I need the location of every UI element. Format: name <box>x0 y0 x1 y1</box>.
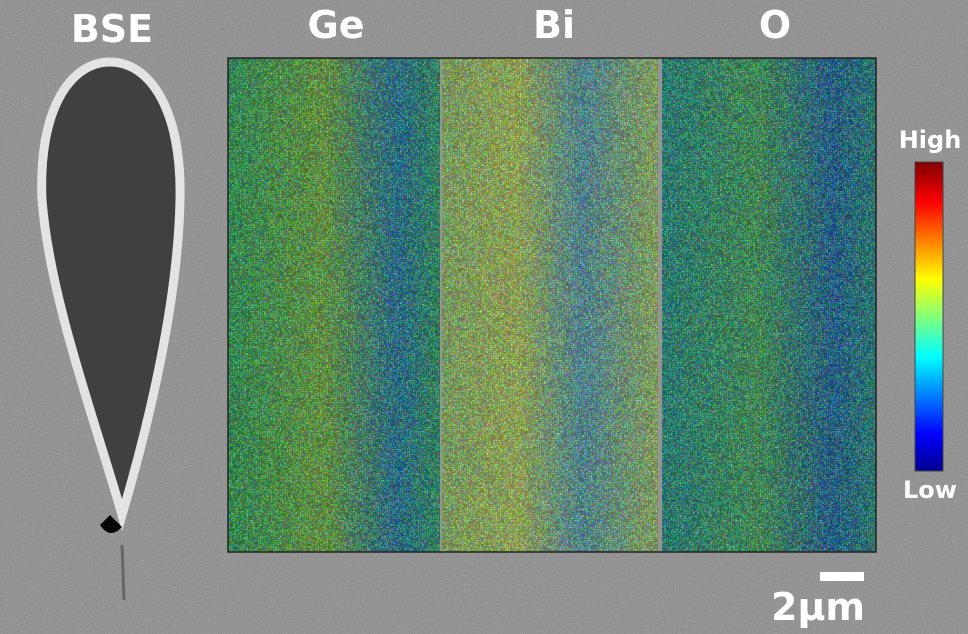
bi-map-noise <box>442 58 658 552</box>
maps-frame <box>227 57 877 553</box>
colorbar-low: Low <box>903 476 957 504</box>
ge-label: Ge <box>308 3 365 47</box>
o-map-noise <box>662 58 876 552</box>
o-label: O <box>759 3 791 47</box>
bse-particle <box>37 57 185 532</box>
scale-bar-label: 2μm <box>771 585 865 629</box>
bse-pore <box>100 515 122 534</box>
o-map <box>662 58 876 552</box>
colorbar <box>914 161 944 472</box>
bi-label: Bi <box>533 3 575 47</box>
ge-map-noise <box>228 58 440 552</box>
colorbar-high: High <box>899 126 962 154</box>
bse-label: BSE <box>71 7 153 51</box>
bse-tail <box>120 544 126 601</box>
ge-map <box>228 58 440 552</box>
bi-map <box>442 58 658 552</box>
scale-bar <box>820 572 864 581</box>
